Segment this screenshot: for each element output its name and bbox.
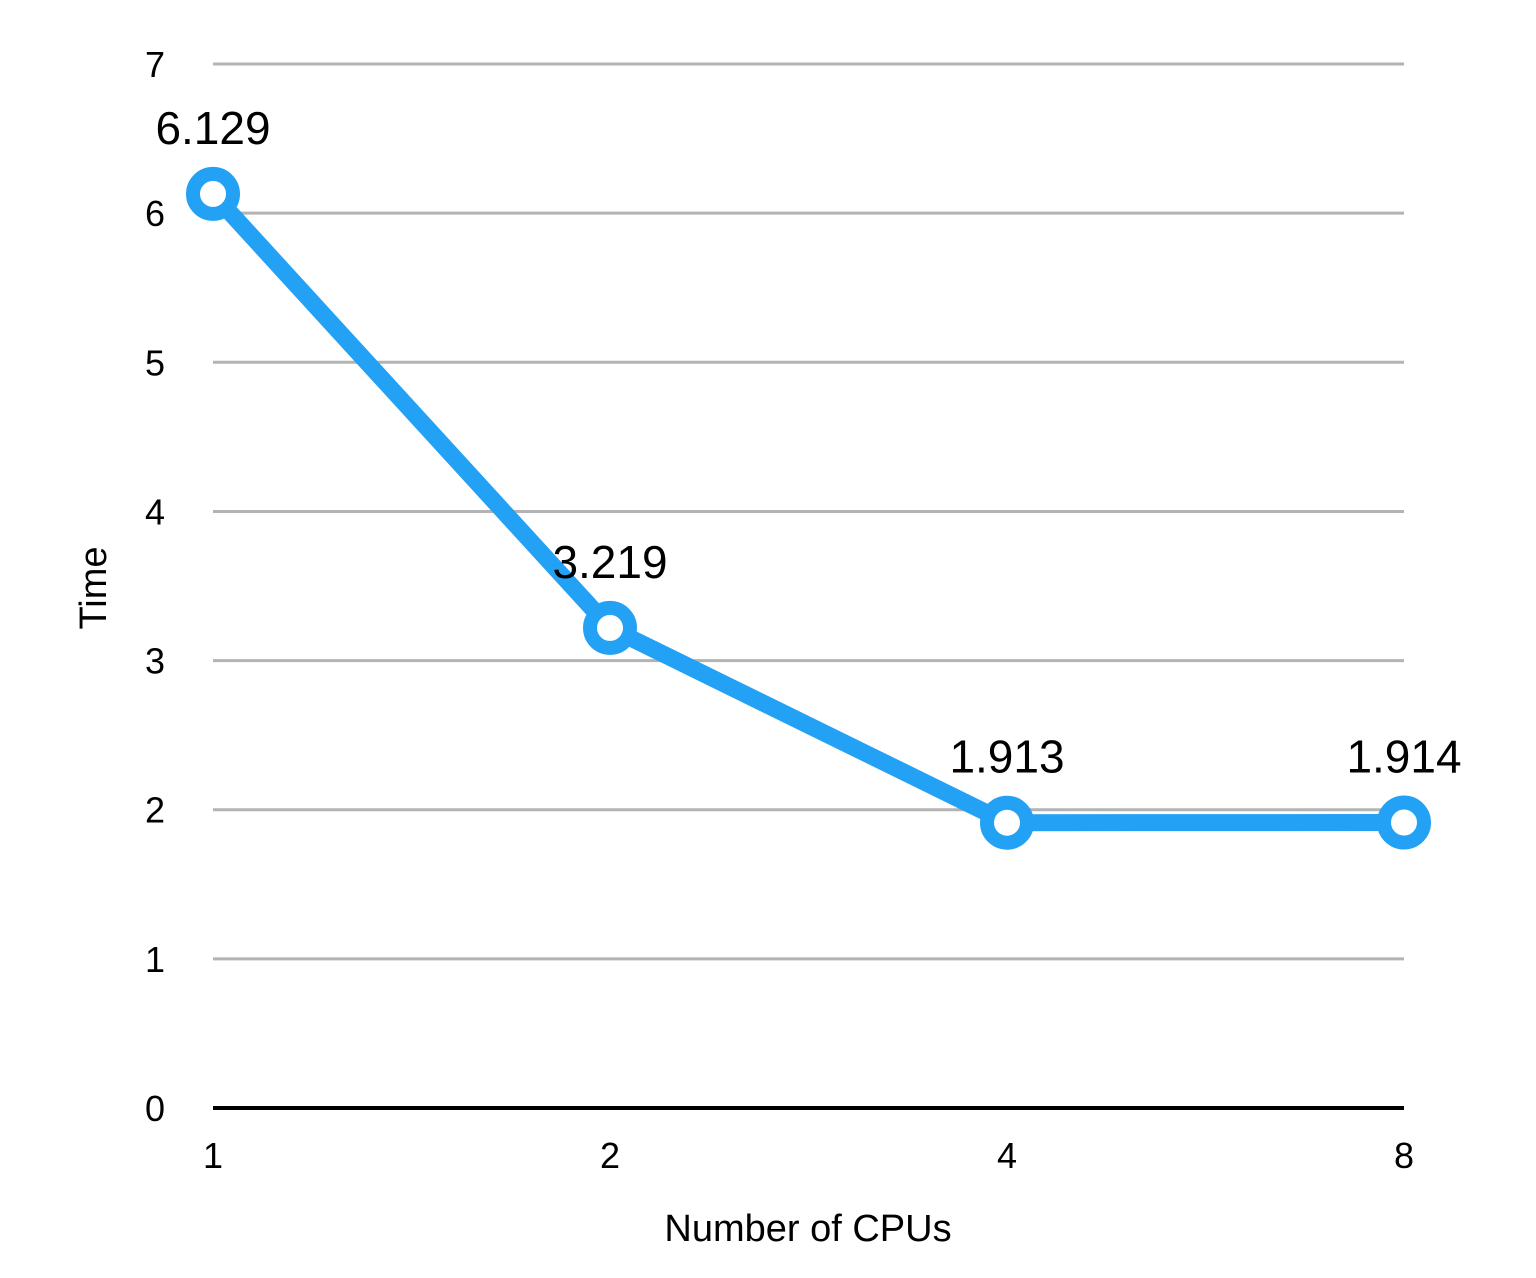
series-layer	[186, 166, 1431, 850]
y-axis-tick-labels: 0 1 2 3 4 5 6 7	[145, 44, 165, 1129]
series-line	[204, 185, 1413, 832]
data-point	[980, 795, 1034, 850]
y-tick-label: 5	[145, 342, 165, 383]
y-tick-label: 0	[145, 1088, 165, 1129]
x-axis-tick-labels: 1 2 4 8	[203, 1135, 1414, 1176]
data-label: 3.219	[552, 536, 667, 588]
y-tick-label: 2	[145, 790, 165, 831]
data-point	[186, 166, 240, 221]
data-labels: 6.129 3.219 1.913 1.914	[155, 102, 1461, 783]
x-tick-label: 8	[1394, 1135, 1414, 1176]
data-point	[1377, 795, 1431, 850]
y-tick-label: 1	[145, 939, 165, 980]
y-tick-label: 6	[145, 193, 165, 234]
x-tick-label: 4	[997, 1135, 1017, 1176]
y-tick-label: 7	[145, 44, 165, 85]
data-point	[583, 600, 637, 655]
y-tick-label: 4	[145, 491, 165, 532]
x-tick-label: 1	[203, 1135, 223, 1176]
x-axis-title: Number of CPUs	[664, 1208, 951, 1250]
data-label: 1.914	[1346, 731, 1461, 783]
x-tick-label: 2	[600, 1135, 620, 1176]
y-tick-label: 3	[145, 641, 165, 682]
data-label: 1.913	[949, 731, 1064, 783]
data-label: 6.129	[155, 102, 270, 154]
gridlines	[213, 62, 1404, 961]
y-axis-title: Time	[73, 546, 115, 629]
